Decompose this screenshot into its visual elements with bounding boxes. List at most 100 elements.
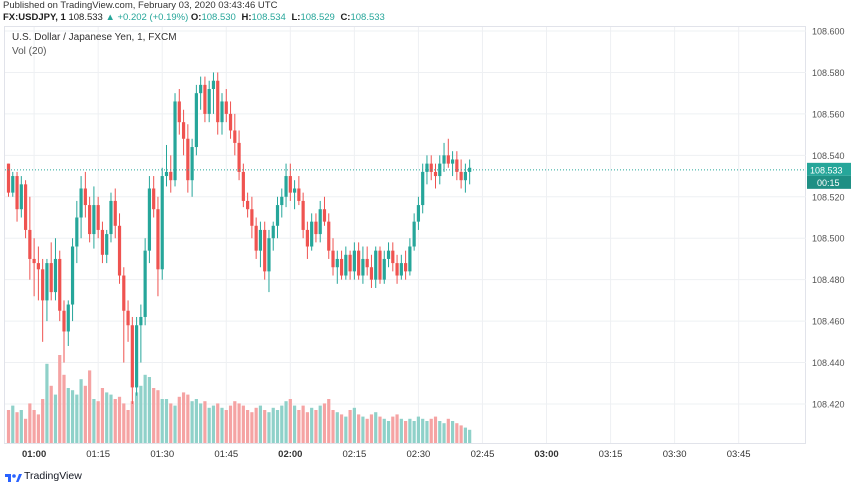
candle-body	[327, 221, 331, 251]
volume-bar	[177, 396, 181, 443]
volume-bar	[348, 410, 352, 443]
high-value: 108.534	[251, 12, 286, 23]
candle	[246, 192, 250, 218]
candle	[369, 254, 374, 288]
candle-body	[339, 258, 344, 276]
volume-bar	[382, 418, 386, 443]
candle-body	[344, 254, 348, 276]
candle-body	[96, 205, 100, 230]
close-value: 108.533	[350, 12, 385, 23]
candle	[429, 155, 433, 181]
candle-body	[348, 254, 352, 272]
candle-body	[203, 84, 207, 114]
x-tick-label: 01:30	[150, 449, 174, 460]
symbol-label: FX:USDJPY, 1	[3, 12, 66, 23]
candle	[190, 138, 194, 197]
y-tick-label: 108.480	[812, 275, 845, 285]
published-line: Published on TradingView.com, February 0…	[3, 0, 278, 11]
candle	[271, 221, 275, 251]
candle	[79, 176, 83, 239]
close-label: C:	[340, 12, 351, 23]
candle	[147, 176, 152, 264]
candle-body	[297, 188, 301, 201]
candle	[19, 176, 23, 218]
candle-body	[391, 250, 395, 264]
candle-body	[301, 200, 305, 230]
candle-body	[271, 225, 275, 239]
volume-bar	[241, 405, 245, 443]
volume-bar	[339, 414, 344, 443]
candle-body	[399, 263, 403, 276]
volume-bar	[130, 401, 134, 443]
volume-bar	[463, 427, 467, 443]
candle	[143, 238, 147, 326]
last-price: 108.533	[68, 12, 103, 23]
candle-body	[237, 142, 241, 172]
volume-bar	[96, 401, 100, 443]
volume-bar	[450, 421, 455, 443]
volume-bar	[425, 421, 429, 443]
volume-bar	[100, 388, 105, 443]
candle	[32, 238, 36, 297]
candle-body	[425, 163, 429, 172]
high-label: H:	[241, 12, 252, 23]
volume-bar	[49, 385, 53, 443]
volume-bar	[459, 425, 463, 443]
volume-bar	[416, 416, 421, 443]
candle-body	[408, 246, 412, 272]
candle-body	[49, 263, 53, 293]
candle-body	[284, 176, 288, 197]
candle	[446, 138, 450, 168]
candle-body	[45, 263, 49, 301]
candle-body	[442, 155, 446, 164]
volume-bar	[53, 394, 58, 443]
volume-bar	[292, 405, 297, 443]
y-tick-label: 108.540	[812, 151, 845, 161]
candle	[292, 180, 297, 210]
x-tick-label: 01:45	[214, 449, 238, 460]
volume-bar	[442, 423, 446, 443]
candle-body	[322, 209, 327, 222]
candle	[237, 130, 241, 181]
volume-bar	[220, 407, 224, 443]
volume-bars	[6, 355, 472, 443]
x-tick-label: 03:45	[727, 449, 751, 460]
candle	[96, 196, 100, 239]
volume-bar	[433, 416, 438, 443]
volume-bar	[374, 412, 378, 443]
candle-body	[147, 188, 152, 251]
volume-bar	[75, 394, 79, 443]
x-tick-label: 01:00	[22, 449, 46, 460]
candles	[6, 72, 472, 404]
candle-body	[404, 263, 408, 272]
volume-bar	[327, 399, 331, 443]
candle	[331, 238, 335, 276]
volume-bar	[211, 405, 216, 443]
candle-body	[220, 101, 224, 123]
candle-body	[288, 176, 292, 193]
last-price-badge	[807, 162, 851, 176]
candle-body	[36, 263, 40, 270]
x-tick-label: 03:15	[599, 449, 623, 460]
volume-bar	[147, 377, 152, 443]
candle-body	[228, 113, 233, 131]
volume-bar	[429, 418, 433, 443]
candle	[275, 196, 280, 239]
candle-body	[28, 229, 32, 259]
candle	[468, 159, 472, 185]
y-tick-label: 108.440	[812, 358, 845, 368]
volume-bar	[280, 405, 284, 443]
volume-bar	[109, 394, 113, 443]
volume-bar	[117, 396, 122, 443]
candle-body	[374, 250, 378, 280]
volume-bar	[455, 423, 459, 443]
candle-body	[361, 258, 365, 276]
volume-bar	[190, 401, 194, 443]
candle	[378, 246, 382, 284]
y-tick-label: 108.460	[812, 317, 845, 327]
volume-bar	[194, 399, 198, 443]
candle-body	[241, 171, 245, 201]
candle	[15, 171, 19, 222]
candle	[254, 217, 258, 259]
